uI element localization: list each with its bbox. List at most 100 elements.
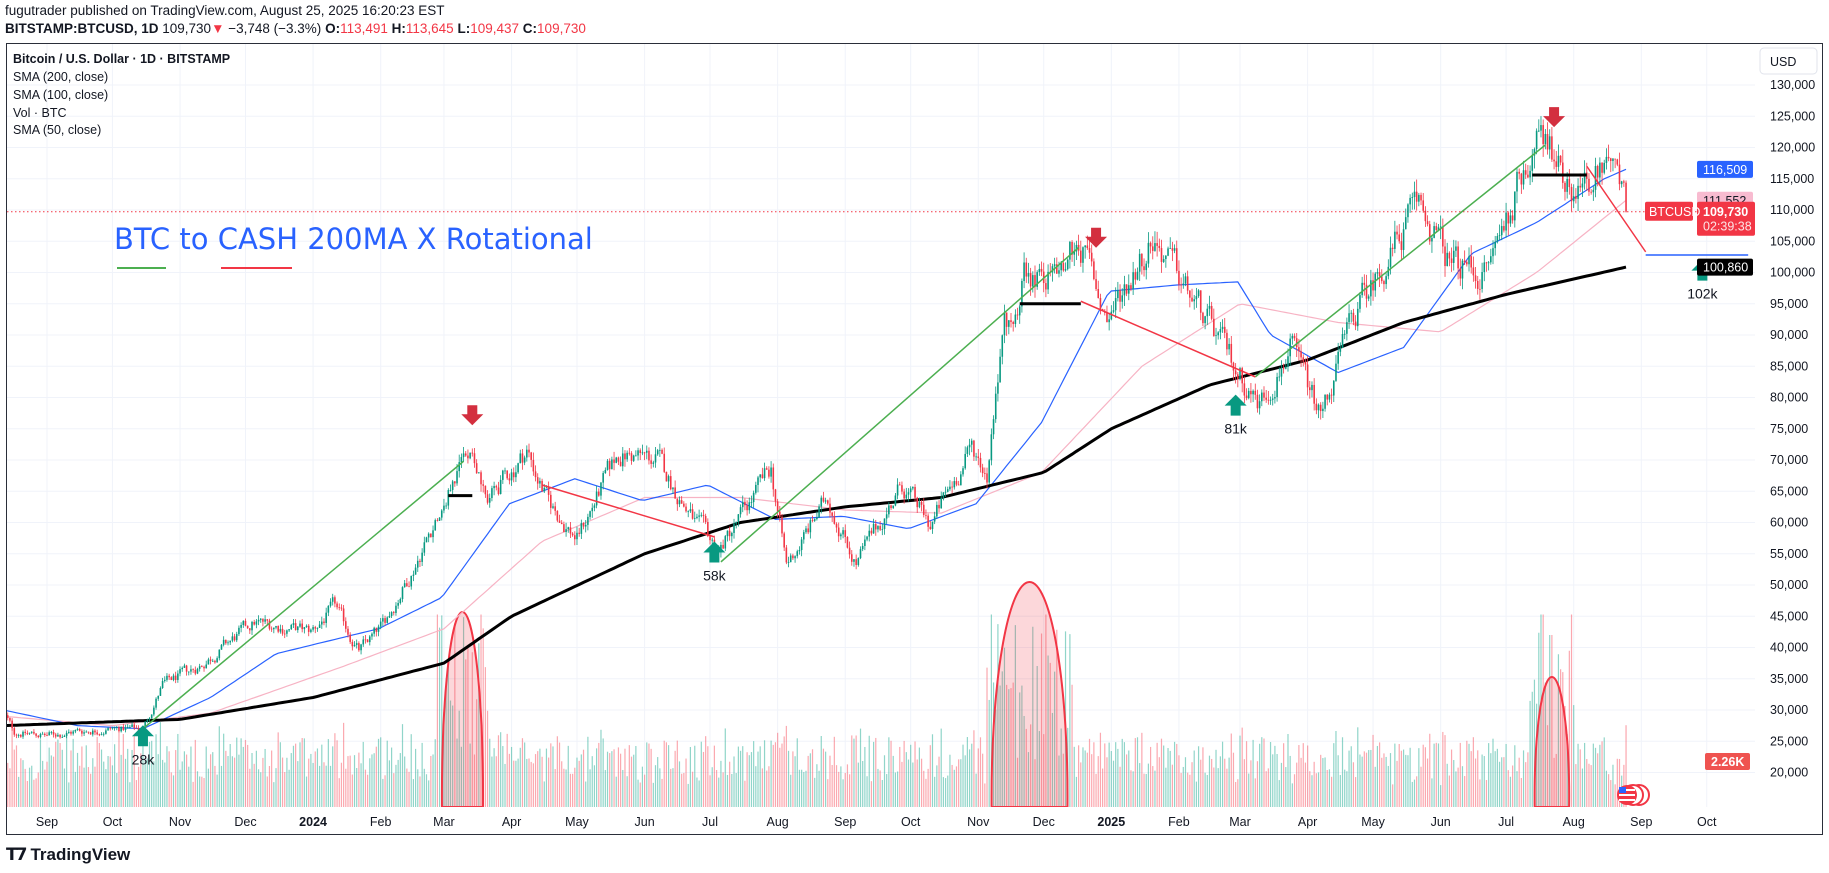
candle-body[interactable] xyxy=(687,511,690,513)
candle-body[interactable] xyxy=(362,639,365,645)
candle-body[interactable] xyxy=(944,491,947,493)
candle-body[interactable] xyxy=(1267,399,1270,401)
candle-body[interactable] xyxy=(1175,248,1178,271)
candle-body[interactable] xyxy=(1472,267,1475,276)
candle-body[interactable] xyxy=(1141,253,1143,267)
candle-body[interactable] xyxy=(190,669,192,672)
candle-body[interactable] xyxy=(325,612,327,624)
candle-body[interactable] xyxy=(621,453,624,467)
candle-body[interactable] xyxy=(1005,312,1008,327)
candle-body[interactable] xyxy=(691,509,694,519)
candle-body[interactable] xyxy=(619,461,622,467)
candle-body[interactable] xyxy=(310,629,312,632)
candle-body[interactable] xyxy=(1520,173,1523,185)
candle-body[interactable] xyxy=(1258,401,1261,409)
candle-body[interactable] xyxy=(1407,204,1409,218)
candle-body[interactable] xyxy=(1160,248,1163,262)
candle-body[interactable] xyxy=(1095,279,1097,290)
candle-body[interactable] xyxy=(1001,335,1004,357)
buy-arrow-up-icon[interactable] xyxy=(1224,394,1247,416)
candle-body[interactable] xyxy=(259,618,262,620)
candle-body[interactable] xyxy=(1531,155,1534,171)
candle-body[interactable] xyxy=(842,530,844,535)
candle-body[interactable] xyxy=(1199,290,1202,313)
candle-body[interactable] xyxy=(63,735,66,737)
candle-body[interactable] xyxy=(565,529,567,532)
candle-body[interactable] xyxy=(1032,275,1034,287)
candle-body[interactable] xyxy=(693,517,696,519)
candle-body[interactable] xyxy=(508,478,511,481)
candle-body[interactable] xyxy=(1468,256,1470,265)
candle-body[interactable] xyxy=(484,485,487,495)
candle-body[interactable] xyxy=(578,532,580,534)
candle-body[interactable] xyxy=(1062,263,1065,271)
candle-body[interactable] xyxy=(1291,335,1294,339)
candle-body[interactable] xyxy=(336,603,338,608)
candle-body[interactable] xyxy=(480,472,482,485)
candle-body[interactable] xyxy=(28,732,31,734)
candle-body[interactable] xyxy=(386,617,389,623)
candle-body[interactable] xyxy=(1156,243,1158,246)
candle-body[interactable] xyxy=(445,505,447,507)
candle-body[interactable] xyxy=(183,665,186,668)
candle-body[interactable] xyxy=(608,460,611,470)
candle-body[interactable] xyxy=(746,505,748,511)
candle-body[interactable] xyxy=(909,488,912,493)
candle-body[interactable] xyxy=(1535,130,1538,150)
candle-body[interactable] xyxy=(1557,155,1560,167)
candle-body[interactable] xyxy=(312,627,314,630)
candle-body[interactable] xyxy=(1263,392,1265,398)
candle-body[interactable] xyxy=(390,612,393,617)
candle-body[interactable] xyxy=(1195,296,1198,300)
candle-body[interactable] xyxy=(783,533,785,548)
candle-body[interactable] xyxy=(803,532,805,540)
candle-body[interactable] xyxy=(1568,178,1571,188)
candle-body[interactable] xyxy=(1322,408,1324,412)
candle-body[interactable] xyxy=(1579,185,1582,188)
candle-body[interactable] xyxy=(273,627,275,630)
candle-body[interactable] xyxy=(216,658,218,663)
candle-body[interactable] xyxy=(898,484,901,486)
candle-body[interactable] xyxy=(1457,246,1459,269)
candle-body[interactable] xyxy=(1295,338,1298,348)
candle-body[interactable] xyxy=(15,734,18,736)
candle-body[interactable] xyxy=(419,560,421,562)
candle-body[interactable] xyxy=(1415,191,1418,202)
candle-body[interactable] xyxy=(853,559,855,562)
candle-body[interactable] xyxy=(1461,260,1464,279)
candle-body[interactable] xyxy=(403,583,406,588)
candle-body[interactable] xyxy=(281,628,284,634)
candle-body[interactable] xyxy=(72,731,74,734)
candle-body[interactable] xyxy=(733,523,735,533)
candle-body[interactable] xyxy=(192,669,194,671)
candle-body[interactable] xyxy=(1045,283,1047,290)
candle-body[interactable] xyxy=(1448,252,1451,259)
candle-body[interactable] xyxy=(264,619,266,622)
candle-body[interactable] xyxy=(652,462,655,464)
candles[interactable] xyxy=(3,116,1627,739)
candle-body[interactable] xyxy=(118,727,120,732)
candle-body[interactable] xyxy=(805,528,807,533)
candle-body[interactable] xyxy=(262,618,264,622)
candle-body[interactable] xyxy=(502,470,504,480)
candle-body[interactable] xyxy=(809,520,812,533)
candle-body[interactable] xyxy=(65,732,68,736)
candle-body[interactable] xyxy=(1592,189,1595,193)
candle-body[interactable] xyxy=(115,727,118,728)
candle-body[interactable] xyxy=(942,492,945,498)
candle-body[interactable] xyxy=(613,459,615,463)
candle-body[interactable] xyxy=(1383,281,1385,285)
candle-body[interactable] xyxy=(303,627,306,630)
candle-body[interactable] xyxy=(1518,171,1520,174)
candle-body[interactable] xyxy=(663,453,666,472)
candle-body[interactable] xyxy=(70,731,72,734)
candle-body[interactable] xyxy=(225,639,227,644)
candle-body[interactable] xyxy=(430,533,432,538)
candle-body[interactable] xyxy=(1527,174,1529,178)
candle-body[interactable] xyxy=(473,453,476,464)
candle-body[interactable] xyxy=(837,527,840,537)
candle-body[interactable] xyxy=(1394,231,1396,249)
candle-body[interactable] xyxy=(1053,264,1056,267)
candle-body[interactable] xyxy=(109,727,112,729)
